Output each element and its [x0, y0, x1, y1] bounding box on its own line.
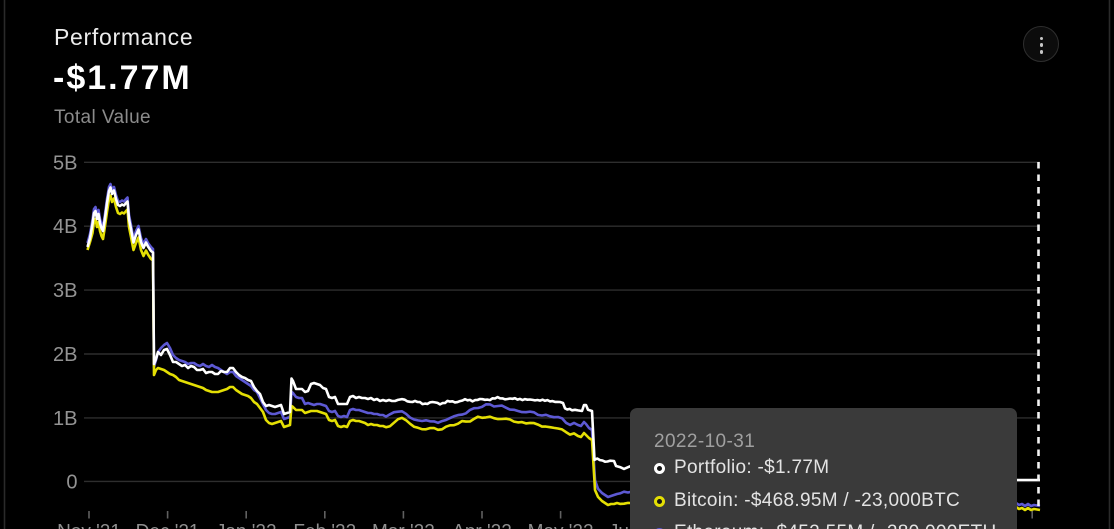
svg-text:4B: 4B — [53, 216, 77, 238]
svg-text:Dec '21: Dec '21 — [136, 522, 200, 529]
svg-text:Feb '22: Feb '22 — [293, 522, 356, 529]
svg-text:5B: 5B — [53, 152, 77, 174]
svg-text:Mar '22: Mar '22 — [372, 522, 435, 529]
svg-text:Apr '22: Apr '22 — [452, 522, 512, 529]
svg-text:1B: 1B — [53, 408, 77, 430]
svg-text:3B: 3B — [53, 280, 77, 302]
svg-text:Nov '21: Nov '21 — [57, 522, 121, 529]
svg-text:0: 0 — [66, 471, 77, 493]
svg-text:2B: 2B — [53, 344, 77, 366]
svg-text:Jan '22: Jan '22 — [216, 522, 277, 529]
svg-text:May '22: May '22 — [528, 522, 594, 529]
